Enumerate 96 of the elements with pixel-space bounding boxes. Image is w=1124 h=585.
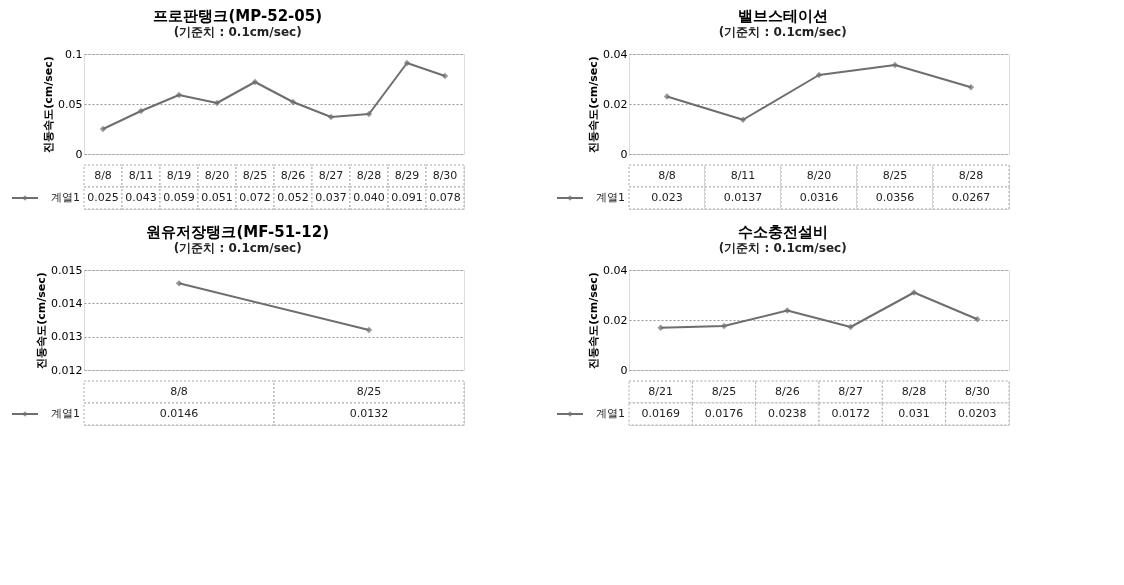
y-tick-label: 0 bbox=[620, 147, 628, 161]
y-tick-label: 0 bbox=[620, 363, 628, 377]
y-tick-label: 0 bbox=[75, 147, 83, 161]
data-label: 0.043 bbox=[125, 191, 157, 204]
y-tick-label: 0.015 bbox=[51, 263, 83, 277]
x-tick-label: 8/20 bbox=[204, 169, 230, 182]
data-label: 0.0172 bbox=[831, 407, 870, 420]
x-tick-label: 8/25 bbox=[882, 169, 908, 182]
chart-title: 원유저장탱크(MF-51-12) bbox=[146, 222, 330, 241]
data-label: 0.0169 bbox=[641, 407, 680, 420]
x-tick-label: 8/8 bbox=[170, 385, 188, 398]
data-label: 0.0176 bbox=[704, 407, 744, 420]
x-tick-label: 8/19 bbox=[166, 169, 192, 182]
data-label: 0.023 bbox=[651, 191, 683, 204]
y-tick-label: 0.02 bbox=[603, 313, 628, 327]
point bbox=[974, 316, 981, 323]
legend-label: 계열1 bbox=[51, 191, 80, 204]
x-tick-label: 8/20 bbox=[806, 169, 832, 182]
data-label: 0.031 bbox=[898, 407, 930, 420]
y-axis-title: 진동속도(cm/sec) bbox=[35, 272, 49, 369]
y-tick-label: 0.04 bbox=[603, 263, 628, 277]
chart-title: 수소충전설비 bbox=[737, 222, 828, 241]
point bbox=[99, 125, 107, 133]
x-tick-label: 8/25 bbox=[356, 385, 382, 398]
point bbox=[910, 289, 918, 296]
data-label: 0.0146 bbox=[159, 407, 199, 420]
point bbox=[251, 78, 259, 86]
point bbox=[663, 93, 671, 100]
chart-subtitle: (기준치 : 0.1cm/sec) bbox=[173, 24, 302, 39]
y-tick-label: 0.04 bbox=[603, 47, 628, 61]
x-tick-label: 8/28 bbox=[901, 385, 927, 398]
point bbox=[289, 98, 297, 106]
legend-label: 계열1 bbox=[596, 407, 625, 420]
x-tick-label: 8/21 bbox=[648, 385, 674, 398]
data-label: 0.078 bbox=[429, 191, 461, 204]
point bbox=[891, 61, 899, 69]
point bbox=[137, 107, 145, 115]
point bbox=[784, 307, 791, 314]
x-tick-label: 8/11 bbox=[128, 169, 154, 182]
point bbox=[720, 322, 728, 330]
data-label: 0.0203 bbox=[958, 407, 997, 420]
point bbox=[657, 324, 664, 331]
point bbox=[175, 91, 183, 99]
x-tick-label: 8/8 bbox=[94, 169, 112, 182]
data-label: 0.051 bbox=[201, 191, 233, 204]
data-label: 0.0137 bbox=[723, 191, 763, 204]
legend-label: 계열1 bbox=[51, 407, 80, 420]
x-tick-label: 8/11 bbox=[730, 169, 756, 182]
data-label: 0.037 bbox=[315, 191, 347, 204]
x-tick-label: 8/26 bbox=[280, 169, 306, 182]
x-tick-label: 8/27 bbox=[838, 385, 864, 398]
x-tick-label: 8/27 bbox=[318, 169, 344, 182]
y-axis-title: 진동속도(cm/sec) bbox=[587, 272, 601, 369]
legend-label: 계열1 bbox=[596, 191, 625, 204]
x-tick-label: 8/30 bbox=[432, 169, 458, 182]
x-tick-label: 8/30 bbox=[964, 385, 990, 398]
point bbox=[403, 59, 411, 67]
x-tick-label: 8/29 bbox=[394, 169, 420, 182]
y-tick-label: 0.012 bbox=[51, 363, 83, 377]
x-tick-label: 8/25 bbox=[711, 385, 737, 398]
data-label: 0.0267 bbox=[951, 191, 991, 204]
y-tick-label: 0.1 bbox=[65, 47, 83, 61]
data-label: 0.091 bbox=[391, 191, 423, 204]
point bbox=[815, 71, 823, 79]
data-label: 0.0238 bbox=[768, 407, 807, 420]
y-tick-label: 0.02 bbox=[603, 97, 628, 111]
data-label: 0.0316 bbox=[799, 191, 839, 204]
data-label: 0.025 bbox=[87, 191, 119, 204]
point bbox=[967, 84, 975, 91]
point bbox=[327, 113, 335, 121]
y-tick-label: 0.013 bbox=[51, 330, 83, 344]
data-label: 0.059 bbox=[163, 191, 195, 204]
x-tick-label: 8/28 bbox=[356, 169, 382, 182]
x-tick-label: 8/28 bbox=[958, 169, 984, 182]
chart-subtitle: (기준치 : 0.1cm/sec) bbox=[718, 24, 847, 39]
chart-subtitle: (기준치 : 0.1cm/sec) bbox=[718, 240, 847, 255]
data-label: 0.0132 bbox=[349, 407, 389, 420]
point bbox=[441, 72, 449, 80]
y-axis-title: 진동속도(cm/sec) bbox=[587, 56, 601, 153]
point bbox=[739, 116, 747, 123]
chart-title: 밸브스테이션 bbox=[737, 6, 828, 25]
data-label: 0.040 bbox=[353, 191, 385, 204]
chart-subtitle: (기준치 : 0.1cm/sec) bbox=[173, 240, 302, 255]
x-tick-label: 8/25 bbox=[242, 169, 268, 182]
y-axis-title: 진동속도(cm/sec) bbox=[42, 56, 56, 153]
x-tick-label: 8/8 bbox=[658, 169, 676, 182]
point bbox=[213, 99, 221, 107]
point bbox=[365, 110, 373, 118]
point bbox=[847, 323, 854, 331]
y-tick-label: 0.014 bbox=[51, 296, 83, 310]
data-label: 0.072 bbox=[239, 191, 271, 204]
chart-title: 프로판탱크(MP-52-05) bbox=[153, 6, 323, 25]
data-label: 0.0356 bbox=[875, 191, 915, 204]
y-tick-label: 0.05 bbox=[58, 97, 83, 111]
data-label: 0.052 bbox=[277, 191, 309, 204]
x-tick-label: 8/26 bbox=[774, 385, 800, 398]
